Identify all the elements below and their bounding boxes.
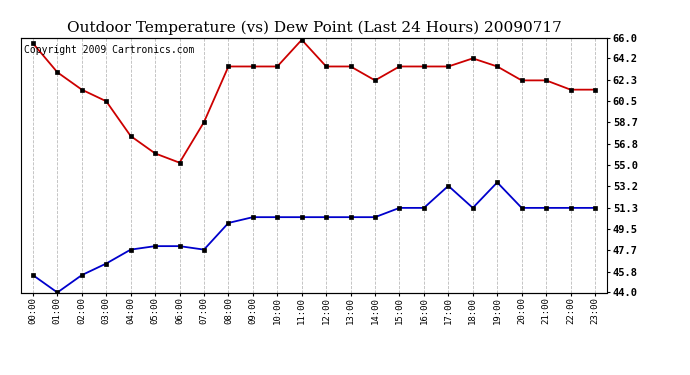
Title: Outdoor Temperature (vs) Dew Point (Last 24 Hours) 20090717: Outdoor Temperature (vs) Dew Point (Last…	[66, 21, 562, 35]
Text: Copyright 2009 Cartronics.com: Copyright 2009 Cartronics.com	[23, 45, 194, 55]
